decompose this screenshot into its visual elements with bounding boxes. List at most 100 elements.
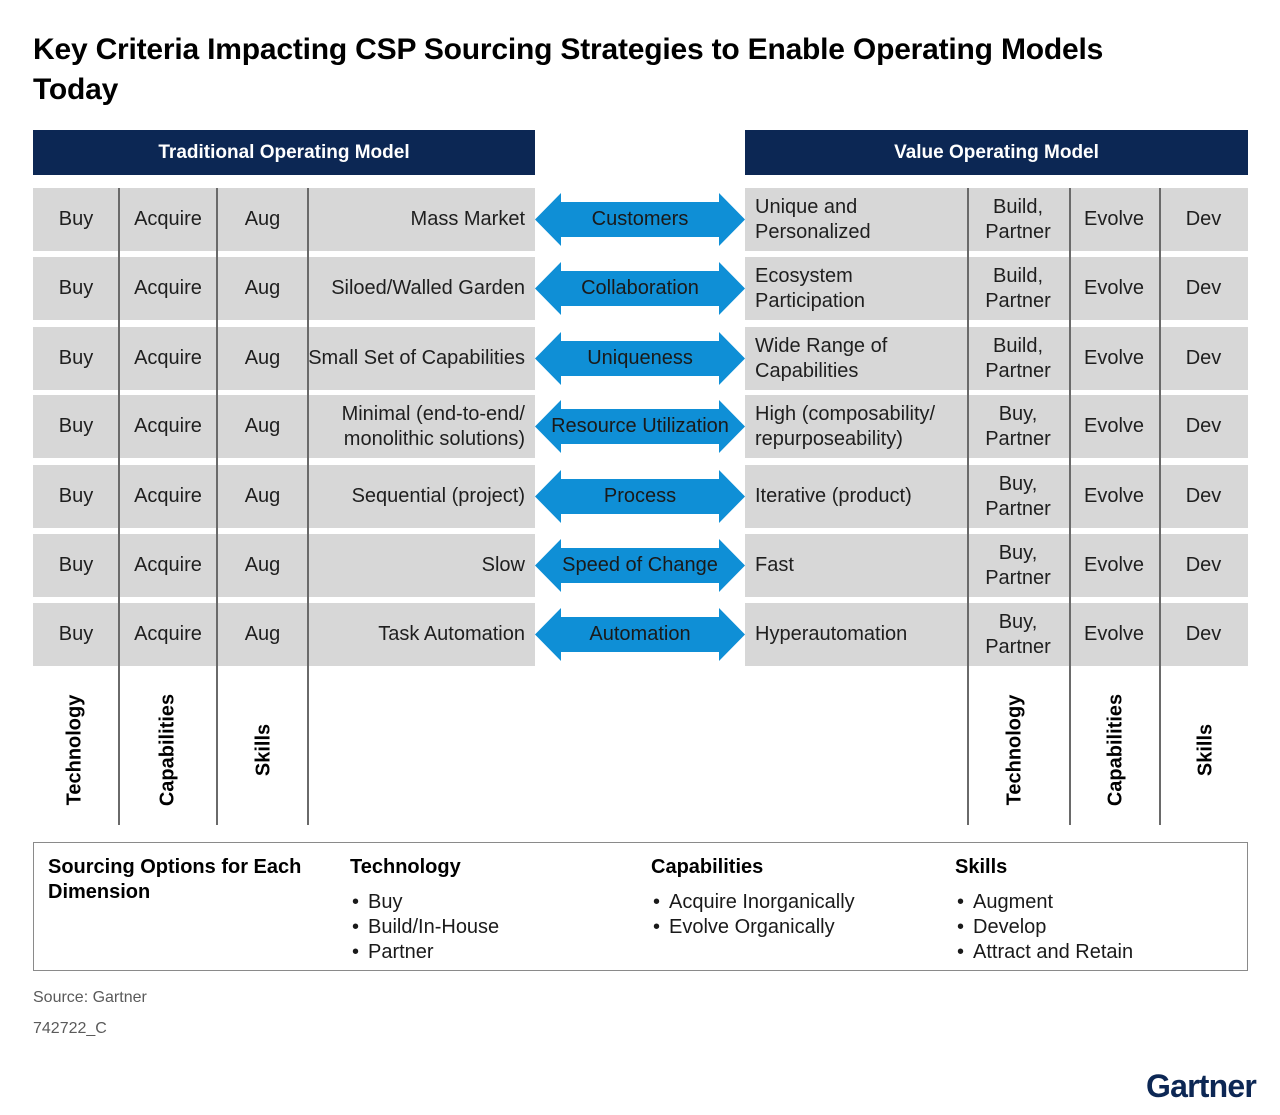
cell-left-capabilities: Acquire (134, 554, 202, 576)
cell-right-skills: Dev (1185, 554, 1222, 576)
legend-group-title: Skills (955, 856, 1008, 878)
criterion-label: Automation (589, 623, 691, 645)
row-value-model: Ecosystem Participation Build, Partner Evo… (745, 257, 1248, 320)
cell-value-model-value: Hyperautomation (755, 623, 908, 645)
legend-item: Buy (352, 890, 499, 915)
double-arrow-icon (535, 539, 745, 592)
header-traditional-model: Traditional Operating Model (33, 130, 535, 175)
double-arrow-icon (535, 332, 745, 385)
legend-capabilities-list: Acquire Inorganically Evolve Organically (653, 890, 855, 940)
cell-right-skills: Dev (1185, 415, 1222, 437)
criterion-label: Speed of Change (562, 554, 718, 576)
row-value-model: Fast Buy, Partner Evolve Dev (745, 534, 1248, 597)
figure-title: Key Criteria Impacting CSP Sourcing Stra… (33, 33, 1104, 106)
cell-right-capabilities: Evolve (1083, 208, 1145, 230)
row-value-model: Wide Range of Capabilities Build, Partner… (745, 327, 1248, 390)
criterion-label: Customers (591, 208, 689, 230)
cell-left-skills: Aug (244, 347, 281, 369)
legend-item: Partner (352, 940, 499, 965)
cell-value-model-value: Fast (755, 554, 794, 576)
dimension-label-capabilities-right: Capabilities (1104, 693, 1127, 807)
double-arrow: Collaboration (535, 257, 745, 320)
cell-traditional-value: Task Automation (378, 623, 525, 645)
double-arrow: Uniqueness (535, 327, 745, 390)
cell-right-skills: Dev (1185, 208, 1222, 230)
row-traditional: Buy Acquire Aug Task Automation (33, 603, 535, 666)
dimension-label-skills-left: Skills (252, 723, 275, 777)
legend-item: Attract and Retain (957, 940, 1133, 965)
cell-left-technology: Buy (58, 415, 94, 437)
dimension-label-capabilities-left: Capabilities (156, 693, 179, 807)
row-value-model: Hyperautomation Buy, Partner Evolve Dev (745, 603, 1248, 666)
criterion-label: Process (603, 485, 677, 507)
row-traditional: Buy Acquire Aug Sequential (project) (33, 465, 535, 528)
column-divider (1159, 188, 1161, 825)
row-value-model: Iterative (product) Buy, Partner Evolve Dev (745, 465, 1248, 528)
cell-right-technology: Build, Partner (985, 334, 1051, 382)
cell-traditional-value: Slow (481, 554, 525, 576)
column-divider (967, 188, 969, 825)
cell-value-model-value: Wide Range of Capabilities (755, 334, 888, 382)
dimension-label-skills-right: Skills (1194, 723, 1217, 777)
cell-value-model-value: Iterative (product) (755, 485, 912, 507)
row-value-model: High (composability/ repurposeability) Bu… (745, 395, 1248, 458)
cell-left-technology: Buy (58, 485, 94, 507)
cell-right-skills: Dev (1185, 623, 1222, 645)
legend-technology-list: Buy Build/In-House Partner (352, 890, 499, 965)
cell-right-capabilities: Evolve (1083, 277, 1145, 299)
cell-left-skills: Aug (244, 415, 281, 437)
criterion-label: Collaboration (581, 277, 699, 299)
double-arrow: Automation (535, 603, 745, 666)
cell-right-capabilities: Evolve (1083, 623, 1145, 645)
legend-item: Acquire Inorganically (653, 890, 855, 915)
cell-left-capabilities: Acquire (134, 208, 202, 230)
cell-traditional-value: Sequential (project) (351, 485, 525, 507)
cell-left-capabilities: Acquire (134, 347, 202, 369)
criterion-label: Resource Utilization (551, 415, 729, 437)
cell-left-capabilities: Acquire (134, 485, 202, 507)
source-note: Source: Gartner (33, 989, 147, 1006)
cell-value-model-value: Unique and Personalized (755, 195, 871, 243)
double-arrow-icon (535, 470, 745, 523)
cell-right-technology: Buy, Partner (985, 541, 1051, 589)
row-traditional: Buy Acquire Aug Siloed/Walled Garden (33, 257, 535, 320)
cell-traditional-value: Small Set of Capabilities (308, 347, 525, 369)
criterion-label: Uniqueness (587, 347, 693, 369)
cell-left-skills: Aug (244, 277, 281, 299)
double-arrow: Resource Utilization (535, 395, 745, 458)
double-arrow-icon (535, 193, 745, 246)
cell-left-technology: Buy (58, 554, 94, 576)
dimension-label-technology-left: Technology (63, 694, 86, 806)
column-divider (216, 188, 218, 825)
sourcing-options-legend: Sourcing Options for Each Dimension Tech… (33, 842, 1248, 971)
cell-right-technology: Buy, Partner (985, 610, 1051, 658)
dimension-label-technology-right: Technology (1003, 694, 1026, 806)
cell-left-capabilities: Acquire (134, 415, 202, 437)
legend-skills-list: Augment Develop Attract and Retain (957, 890, 1133, 965)
cell-left-technology: Buy (58, 347, 94, 369)
cell-right-technology: Buy, Partner (985, 402, 1051, 450)
cell-traditional-value: Siloed/Walled Garden (331, 277, 525, 299)
column-divider (307, 188, 309, 825)
cell-right-technology: Build, Partner (985, 264, 1051, 312)
document-id: 742722_C (33, 1020, 107, 1037)
row-traditional: Buy Acquire Aug Minimal (end-to-end/ monoli… (33, 395, 535, 458)
cell-right-skills: Dev (1185, 277, 1222, 299)
legend-item: Build/In-House (352, 915, 499, 940)
column-divider (1069, 188, 1071, 825)
cell-value-model-value: Ecosystem Participation (755, 264, 866, 312)
cell-right-capabilities: Evolve (1083, 485, 1145, 507)
cell-right-capabilities: Evolve (1083, 415, 1145, 437)
cell-traditional-value: Mass Market (410, 208, 525, 230)
cell-traditional-value: Minimal (end-to-end/ monolithic solution… (341, 402, 525, 450)
cell-left-skills: Aug (244, 208, 281, 230)
row-value-model: Unique and Personalized Build, Partner Evo… (745, 188, 1248, 251)
header-value-label: Value Operating Model (894, 141, 1099, 163)
row-traditional: Buy Acquire Aug Slow (33, 534, 535, 597)
legend-group-title: Capabilities (651, 856, 764, 878)
header-value-model: Value Operating Model (745, 130, 1248, 175)
cell-right-skills: Dev (1185, 347, 1222, 369)
cell-left-skills: Aug (244, 623, 281, 645)
cell-left-skills: Aug (244, 554, 281, 576)
cell-left-skills: Aug (244, 485, 281, 507)
